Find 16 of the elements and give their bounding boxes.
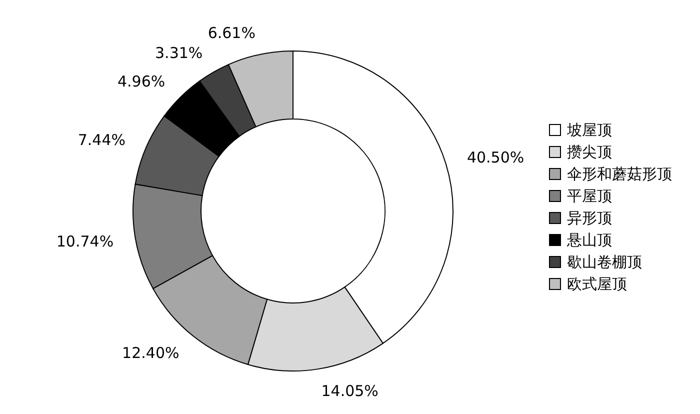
data-label: 6.61% (208, 24, 256, 42)
data-label: 10.74% (56, 232, 114, 251)
legend-label: 异形顶 (567, 208, 612, 228)
legend-label: 坡屋顶 (567, 120, 612, 140)
legend-label: 欧式屋顶 (567, 274, 627, 294)
legend-label: 平屋顶 (567, 186, 612, 206)
legend-label: 攒尖顶 (567, 142, 612, 162)
data-label: 4.96% (117, 72, 166, 90)
legend-label: 悬山顶 (567, 230, 612, 250)
legend-label: 歇山卷棚顶 (567, 252, 642, 272)
data-label: 12.40% (122, 344, 180, 362)
data-label: 3.31% (155, 44, 203, 62)
data-label: 14.05% (321, 382, 378, 400)
legend-label: 伞形和蘑菇形顶 (567, 164, 672, 184)
data-label: 40.50% (466, 148, 524, 166)
data-label: 7.44% (78, 130, 126, 149)
